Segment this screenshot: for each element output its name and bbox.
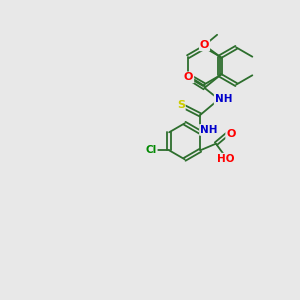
Text: HO: HO	[217, 154, 235, 164]
Text: O: O	[200, 40, 209, 50]
Text: S: S	[177, 100, 185, 110]
Text: NH: NH	[215, 94, 232, 104]
Text: NH: NH	[200, 125, 218, 135]
Text: O: O	[226, 129, 236, 139]
Text: O: O	[184, 72, 193, 82]
Text: Cl: Cl	[146, 145, 157, 155]
